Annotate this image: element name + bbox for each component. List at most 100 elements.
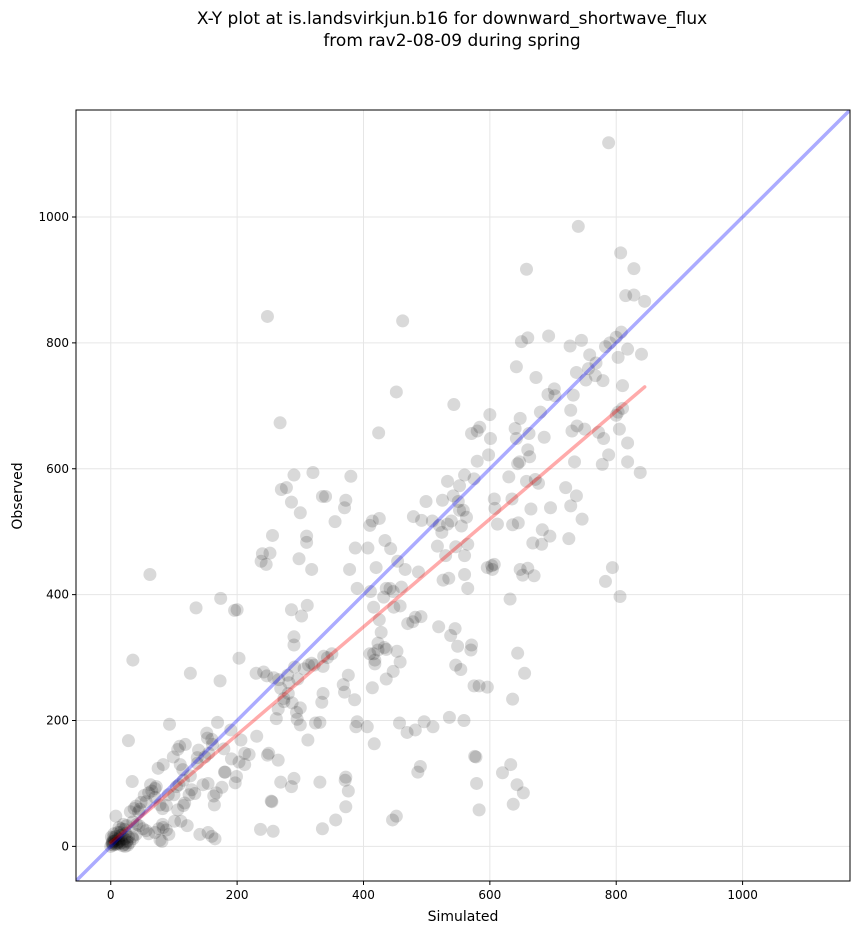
data-point — [161, 788, 175, 802]
data-point — [435, 493, 449, 507]
data-point — [291, 672, 305, 686]
data-point — [542, 329, 556, 343]
data-point — [112, 834, 126, 848]
data-point — [148, 790, 162, 804]
data-point — [524, 502, 538, 516]
data-point — [190, 756, 204, 770]
data-point — [148, 781, 162, 795]
data-point — [406, 510, 420, 524]
data-point — [447, 398, 461, 412]
x-tick-label: 600 — [478, 888, 501, 902]
data-point — [178, 737, 192, 751]
data-point — [183, 666, 197, 680]
data-point — [274, 483, 288, 497]
data-point — [257, 665, 271, 679]
data-point — [295, 609, 309, 623]
y-axis-label: Observed — [10, 462, 26, 529]
data-point — [242, 747, 256, 761]
data-point — [521, 331, 535, 345]
data-point — [107, 827, 121, 841]
data-point — [110, 836, 124, 850]
data-point — [173, 758, 187, 772]
data-point — [125, 830, 139, 844]
data-point — [386, 584, 400, 598]
data-point — [441, 474, 455, 488]
data-point — [564, 403, 578, 417]
data-point — [249, 666, 263, 680]
data-point — [264, 794, 278, 808]
data-point — [201, 826, 215, 840]
data-point — [371, 636, 385, 650]
data-point — [527, 569, 541, 583]
data-point — [292, 552, 306, 566]
regression-line — [109, 385, 647, 845]
data-point — [621, 436, 635, 450]
data-point — [598, 574, 612, 588]
data-point — [217, 742, 231, 756]
data-point — [389, 809, 403, 823]
data-point — [495, 766, 509, 780]
data-point — [228, 603, 242, 617]
data-point — [190, 751, 204, 765]
data-point — [269, 712, 283, 726]
data-point — [465, 427, 479, 441]
data-point — [250, 729, 264, 743]
data-point — [325, 647, 339, 661]
data-point — [301, 733, 315, 747]
data-point — [148, 826, 162, 840]
data-point — [336, 678, 350, 692]
data-point — [394, 580, 408, 594]
data-point — [111, 832, 125, 846]
data-point — [306, 466, 320, 480]
data-point — [547, 382, 561, 396]
data-point — [537, 430, 551, 444]
data-point — [464, 643, 478, 657]
data-point — [238, 758, 252, 772]
data-point — [201, 776, 215, 790]
data-point — [441, 517, 455, 531]
data-point — [133, 802, 147, 816]
data-point — [609, 408, 623, 422]
data-point — [117, 837, 131, 851]
data-point — [465, 638, 479, 652]
data-point — [430, 539, 444, 553]
data-point — [341, 784, 355, 798]
data-point — [109, 837, 123, 851]
data-point — [139, 795, 153, 809]
data-point — [621, 342, 635, 356]
data-point — [372, 511, 386, 525]
data-point — [338, 773, 352, 787]
data-point — [627, 262, 641, 276]
chart-title-line1: X-Y plot at is.landsvirkjun.b16 for down… — [196, 9, 708, 29]
data-point — [259, 557, 273, 571]
data-point — [379, 672, 393, 686]
data-point — [217, 765, 231, 779]
x-axis-ticks: 0 200 400 600 800 1000 — [107, 881, 758, 902]
data-point — [279, 481, 293, 495]
data-point — [113, 826, 127, 840]
data-point — [532, 476, 546, 490]
data-point — [192, 743, 206, 757]
data-point — [611, 350, 625, 364]
data-point — [472, 803, 486, 817]
data-point — [384, 542, 398, 556]
data-point — [529, 370, 543, 384]
data-point — [281, 668, 295, 682]
data-point — [363, 647, 377, 661]
data-point — [109, 833, 123, 847]
data-point — [218, 765, 232, 779]
data-point — [469, 750, 483, 764]
data-point — [350, 581, 364, 595]
data-point — [293, 718, 307, 732]
data-point — [602, 136, 616, 150]
data-point — [535, 537, 549, 551]
data-point — [361, 541, 375, 555]
data-point — [516, 786, 530, 800]
data-point — [485, 559, 499, 573]
data-point — [155, 834, 169, 848]
data-point — [343, 562, 357, 576]
data-point — [398, 562, 412, 576]
data-point — [568, 455, 582, 469]
data-point — [106, 834, 120, 848]
data-point — [363, 518, 377, 532]
